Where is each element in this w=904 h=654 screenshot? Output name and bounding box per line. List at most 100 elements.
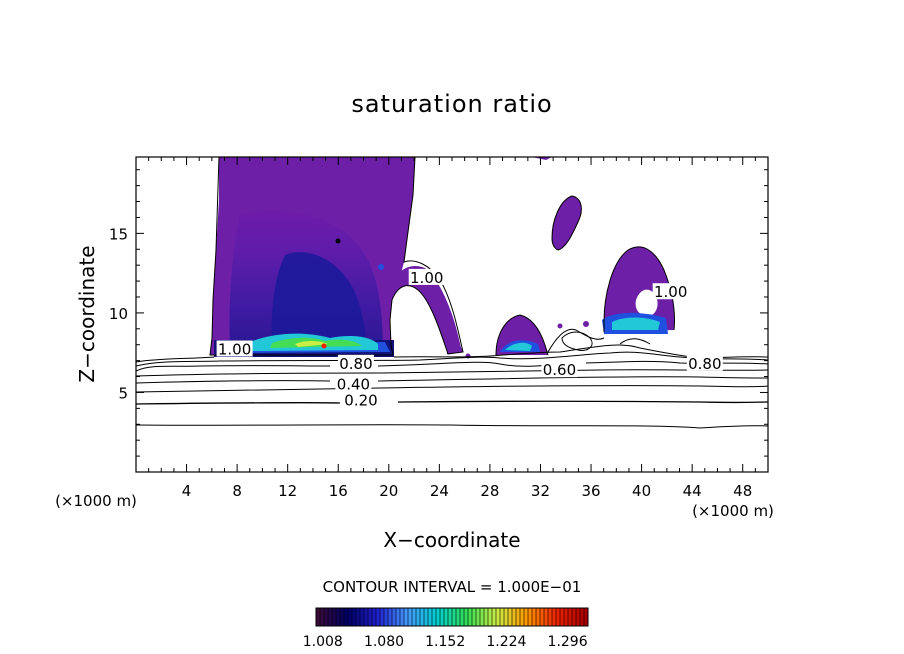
contour-lines [136,157,768,429]
colorbar-swatch [364,608,369,626]
contour-line [136,369,768,377]
colorbar-swatch [336,608,341,626]
cloud-right-cyan [612,317,660,330]
colorbar-swatch [340,608,345,626]
contour-label-bg [408,268,445,285]
colorbar-swatch [372,608,377,626]
contour-label: 0.60 [543,361,576,379]
colorbar-swatch [392,608,397,626]
colorbar-tick-label: 1.080 [364,634,404,650]
colorbar-swatch [384,608,389,626]
colorbar-swatch [520,608,525,626]
plume-arch [390,266,462,354]
colorbar-swatch [488,608,493,626]
colorbar-swatch [428,608,433,626]
x-tick-label: 8 [232,482,242,500]
colorbar-swatch [576,608,581,626]
colorbar-swatch [472,608,477,626]
contour-label-bg [335,375,372,392]
colorbar-swatch [352,608,357,626]
colorbar-tick-labels: 1.008 1.080 1.152 1.224 1.296 [303,634,588,650]
colorbar-swatch [556,608,561,626]
contour-line [136,376,768,384]
colorbar-swatch [504,608,509,626]
plume-max-spot [321,343,327,349]
plume-spot-a [335,238,341,244]
contour-label-bg [216,340,253,357]
colorbar-swatch [496,608,501,626]
colorbar-swatch [448,608,453,626]
colorbar-tick-label: 1.296 [548,634,588,650]
x-tick-label: 48 [733,482,752,500]
cloud-upper [552,196,582,250]
x-axis-ticks [148,157,756,472]
colorbar-swatch [524,608,529,626]
x-axis-tick-labels: 4 8 12 16 20 24 28 32 36 40 44 48 [182,482,752,500]
contour-label: 0.40 [337,376,370,394]
x-tick-label: 20 [379,482,398,500]
colorbar-swatch [532,608,537,626]
contour-label-bg [686,354,723,371]
cloud-right [604,246,675,332]
colorbar-swatch [552,608,557,626]
colorbar-swatch [436,608,441,626]
plume-spot-b [378,264,384,270]
colorbar-swatch [460,608,465,626]
contour-label-bg [652,283,689,300]
colorbar-swatch [320,608,325,626]
contour-line [136,400,768,405]
x-tick-label: 32 [531,482,550,500]
colorbar-swatch [548,608,553,626]
colorbar-swatch [516,608,521,626]
colorbar-swatch [580,608,585,626]
colorbar-swatch [380,608,385,626]
colorbar-swatch [540,608,545,626]
colorbar-swatch [416,608,421,626]
colorbar-swatch [328,608,333,626]
x-tick-label: 12 [278,482,297,500]
colorbar-swatch [492,608,497,626]
colorbar-swatch [388,608,393,626]
cloud-mid-cyan [505,342,532,351]
x-tick-label: 16 [329,482,348,500]
plume-right-foot [446,340,463,354]
colorbar-swatch [564,608,569,626]
colorbar-swatch [456,608,461,626]
plot-area [210,157,675,359]
contour-line [136,424,768,429]
contour-label: 1.00 [218,341,251,359]
plume-base-yellow [295,341,328,347]
contour-line [136,351,768,367]
colorbar-swatch [348,608,353,626]
colorbar-swatch [440,608,445,626]
colorbar-swatch [508,608,513,626]
colorbar-swatch [536,608,541,626]
cloud-right-hole [635,289,658,316]
colorbar-swatch [420,608,425,626]
colorbar-frame [315,607,589,627]
colorbar-swatch [452,608,457,626]
x-axis-label: X−coordinate [383,528,520,552]
y-tick-label: 15 [109,225,128,243]
contour-label-bg [337,354,374,371]
contour-line [561,331,593,351]
colorbar-swatch [412,608,417,626]
colorbar-swatch [408,608,413,626]
y-axis-label: Z−coordinate [75,245,99,382]
colorbar-swatch [360,608,365,626]
plume-left-core [271,252,366,345]
colorbar-swatch [432,608,437,626]
colorbar-swatch [528,608,533,626]
colorbar-swatch [480,608,485,626]
colorbar-swatch [476,608,481,626]
y-tick-label: 5 [118,384,128,402]
colorbar-swatch [500,608,505,626]
contour-label: 0.80 [688,355,721,373]
colorbar-swatch [568,608,573,626]
y-axis-tick-labels: 5 10 15 [109,225,128,402]
colorbar-swatch [344,608,349,626]
x-tick-label: 24 [430,482,449,500]
colorbar-tick-label: 1.008 [303,634,343,650]
contour-line [209,157,464,356]
